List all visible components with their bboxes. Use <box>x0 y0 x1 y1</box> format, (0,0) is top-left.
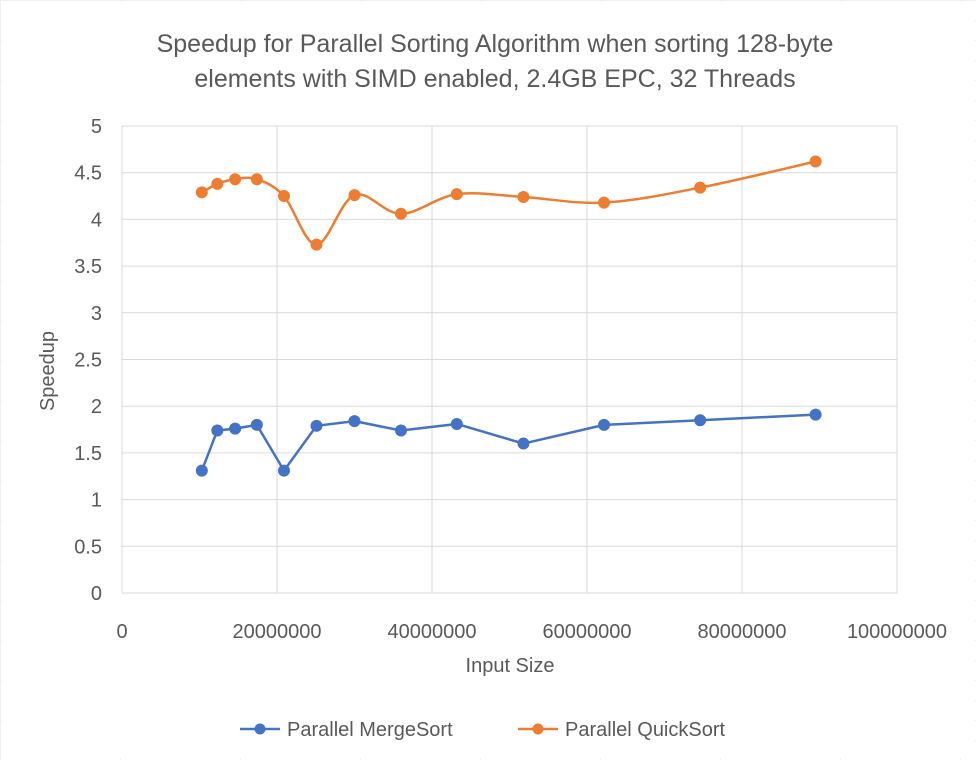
series-line-0 <box>200 413 816 472</box>
data-point <box>395 207 407 220</box>
y-axis-title: Speedup <box>37 331 59 411</box>
legend[interactable]: Parallel MergeSort Parallel QuickSort <box>240 719 726 741</box>
legend-label: Parallel MergeSort <box>287 719 453 741</box>
data-point <box>348 415 361 428</box>
legend-label: Parallel QuickSort <box>565 719 726 741</box>
data-point <box>211 177 224 190</box>
x-tick-label: 60000000 <box>543 621 632 643</box>
data-point <box>195 464 208 477</box>
x-tick-label: 20000000 <box>233 621 322 643</box>
data-point <box>694 181 707 194</box>
legend-item-1[interactable]: Parallel QuickSort <box>518 719 726 741</box>
y-tick-label: 2.5 <box>74 350 102 372</box>
data-point <box>211 424 224 437</box>
legend-marker <box>532 723 544 735</box>
data-point <box>450 188 463 201</box>
legend-item-0[interactable]: Parallel MergeSort <box>240 719 453 741</box>
data-point <box>517 437 530 450</box>
y-tick-label: 4.5 <box>74 163 102 185</box>
data-point <box>277 190 290 203</box>
x-tick-label: 80000000 <box>698 621 787 643</box>
y-tick-label: 1.5 <box>74 443 102 465</box>
y-tick-label: 2 <box>91 396 102 418</box>
y-tick-label: 3.5 <box>74 256 102 278</box>
x-tick-label: 0 <box>116 621 127 643</box>
data-point <box>450 417 463 430</box>
data-point <box>195 186 208 199</box>
y-axis-tick-labels: 0 0.5 1 1.5 2 2.5 3 3.5 4 4.5 5 <box>74 116 102 605</box>
chart-title-line-1: Speedup for Parallel Sorting Algorithm w… <box>157 30 834 58</box>
data-point <box>250 173 263 186</box>
series-plot <box>195 155 822 477</box>
data-point <box>310 238 323 251</box>
y-tick-label: 5 <box>91 116 102 138</box>
data-point <box>517 190 530 203</box>
y-tick-label: 0.5 <box>74 536 102 558</box>
chart-title-line-2: elements with SIMD enabled, 2.4GB EPC, 3… <box>194 65 795 93</box>
y-tick-label: 1 <box>91 490 102 512</box>
data-point <box>809 155 822 168</box>
data-point <box>598 196 611 209</box>
data-point <box>310 419 323 432</box>
y-tick-label: 0 <box>91 583 102 605</box>
x-axis-tick-labels: 0 20000000 40000000 60000000 80000000 1000000… <box>116 621 947 643</box>
data-point <box>348 189 361 202</box>
data-point <box>694 414 707 427</box>
series-line-1 <box>201 160 816 246</box>
x-tick-label: 40000000 <box>388 621 477 643</box>
data-point <box>277 464 290 477</box>
chart-title: Speedup for Parallel Sorting Algorithm w… <box>157 30 834 93</box>
data-point <box>395 424 407 437</box>
data-point <box>229 173 242 186</box>
x-axis-title: Input Size <box>466 655 555 677</box>
data-point <box>598 418 611 431</box>
x-tick-label: 100000000 <box>847 621 947 643</box>
legend-marker <box>254 723 266 735</box>
data-point <box>229 422 242 435</box>
data-point <box>250 418 263 431</box>
y-tick-label: 3 <box>91 303 102 325</box>
y-tick-label: 4 <box>91 209 102 231</box>
data-point <box>809 408 822 421</box>
